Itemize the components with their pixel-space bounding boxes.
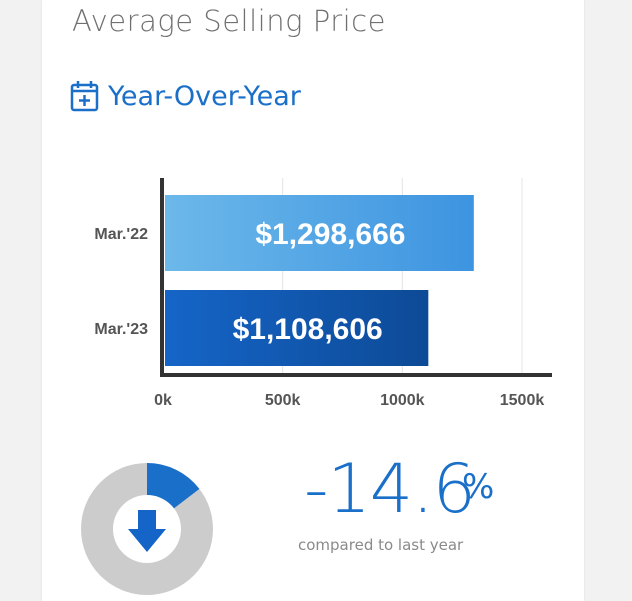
bar	[165, 290, 429, 366]
change-caption: compared to last year	[298, 536, 464, 554]
change-value: -14.6	[304, 450, 476, 529]
page-title: Average Selling Price	[72, 4, 386, 38]
bar-chart: $1,298,666 Mar.'22 $1,108,606 Mar.'23 0k 500k…	[94, 178, 552, 409]
bar-value-label: $1,298,666	[255, 218, 405, 251]
calendar-plus-icon	[70, 81, 99, 112]
x-tick-label: 0k	[154, 392, 172, 409]
arrow-down-icon	[128, 510, 166, 552]
bar-value-label: $1,108,606	[233, 313, 383, 346]
category-label: Mar.'22	[94, 226, 148, 243]
subtitle-row: Year-Over-Year	[70, 78, 301, 114]
chart-subtitle: Year-Over-Year	[108, 80, 301, 112]
change-unit: %	[462, 467, 495, 507]
change-donut	[81, 463, 213, 595]
bar	[165, 195, 474, 271]
x-tick-label: 500k	[265, 392, 301, 409]
x-tick-label: 1000k	[380, 392, 425, 409]
category-label: Mar.'23	[94, 321, 148, 338]
x-tick-label: 1500k	[500, 392, 545, 409]
